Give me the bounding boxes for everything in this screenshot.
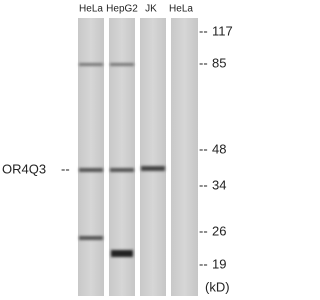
- marker-label: 85: [212, 55, 226, 70]
- protein-dash: --: [61, 161, 70, 176]
- band: [79, 236, 103, 240]
- marker-dash: --: [199, 256, 208, 271]
- bands: [79, 63, 165, 257]
- lane: [140, 18, 166, 296]
- lane-label: HeLa: [79, 4, 103, 15]
- lane: [171, 18, 198, 296]
- band: [110, 63, 134, 66]
- marker-dash: --: [199, 177, 208, 192]
- marker-label: 48: [212, 141, 226, 156]
- blot-figure: HeLa HepG2 JK HeLa OR4Q3 -- -- 117 -- 85…: [2, 4, 233, 296]
- band: [110, 168, 134, 172]
- unit-label: (kD): [205, 279, 230, 294]
- band: [79, 63, 103, 66]
- lane-label: HeLa: [169, 4, 193, 15]
- marker-dash: --: [199, 141, 208, 156]
- marker-dash: --: [199, 23, 208, 38]
- marker-dash: --: [199, 223, 208, 238]
- band: [111, 250, 133, 257]
- lane-label: HepG2: [106, 4, 138, 15]
- band: [141, 166, 165, 171]
- marker-dash: --: [199, 55, 208, 70]
- lane: [78, 18, 104, 296]
- lane-label: JK: [145, 4, 157, 15]
- marker-label: 26: [212, 223, 226, 238]
- marker-label: 19: [212, 256, 226, 271]
- protein-label: OR4Q3: [2, 161, 46, 176]
- band: [79, 168, 103, 172]
- marker-label: 34: [212, 177, 226, 192]
- marker-label: 117: [212, 23, 233, 38]
